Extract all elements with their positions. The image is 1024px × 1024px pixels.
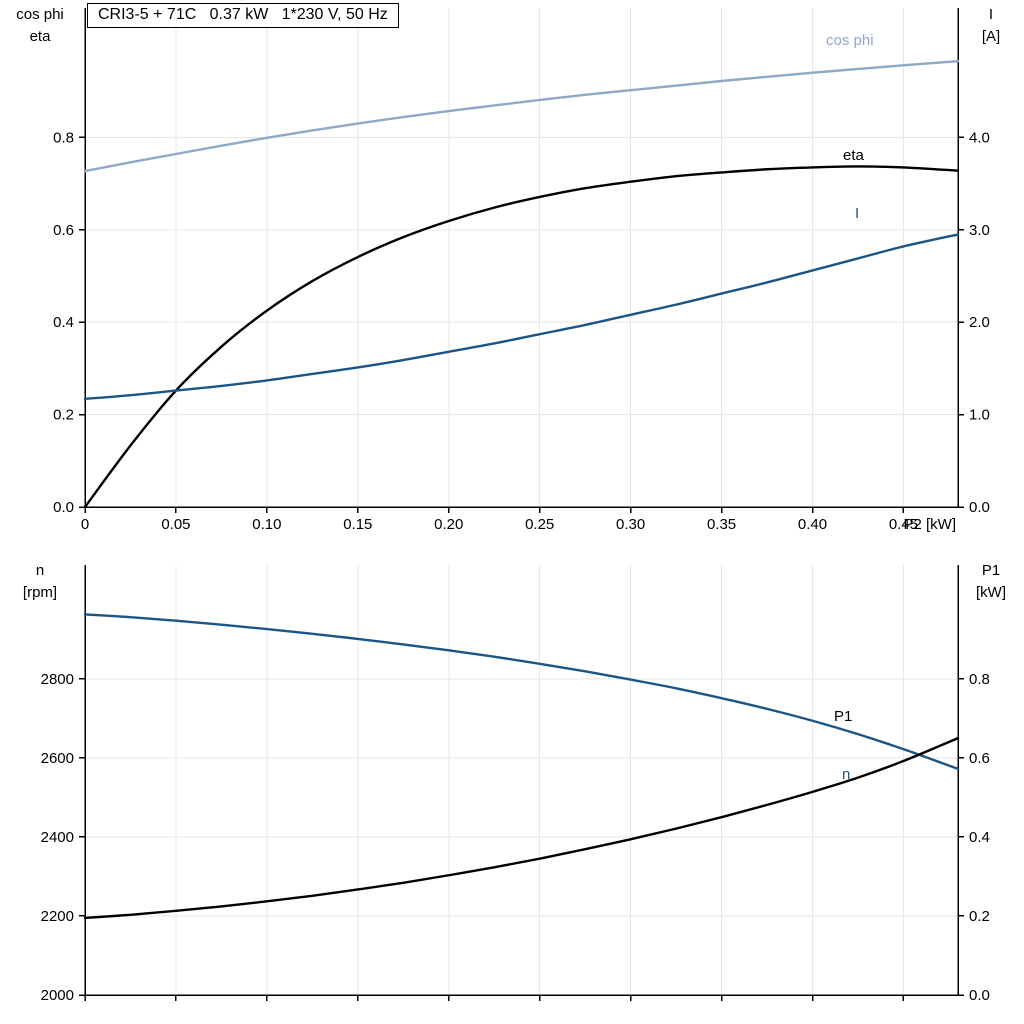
right-axis-tick-label: 0.4 [969,829,990,846]
right-axis-tick-label: 0.0 [969,987,990,1004]
tick-labels: 0 0.05 0.10 0.15 0.20 0.25 0.30 0.35 0.40 0.45 0.0… [53,129,990,533]
x-tick-label: 0.30 [616,516,645,533]
left-axis-tick-label: 0.8 [53,129,74,146]
left-axis-tick-label: 2400 [41,829,74,846]
x-tick-label: 0 [81,516,89,533]
top-chart-right-axis-title: I [A] [962,4,1020,48]
curve-i [83,233,960,401]
axes [79,8,964,513]
right-axis-tick-label: 4.0 [969,129,990,146]
curve-label-n: n [842,766,851,783]
left-axis-tick-label: 2200 [41,908,74,925]
left-axis-tick-label: 0.2 [53,407,74,424]
x-tick-label: 0.10 [252,516,281,533]
axis-title-speed: n [35,562,45,579]
curve-eta [83,165,960,509]
left-axis-tick-label: 2800 [41,671,74,688]
grid [85,8,958,507]
bottom-chart-right-axis-title: P1 [kW] [962,560,1020,604]
left-axis-tick-label: 0.6 [53,222,74,239]
right-axis-tick-label: 0.6 [969,750,990,767]
x-tick-label: 0.40 [798,516,827,533]
curve-label-p1: P1 [834,708,853,725]
axis-title-p1-unit: [kW] [976,584,1006,601]
x-tick-label: 0.35 [707,516,736,533]
axes [79,565,964,1001]
axis-title-current: I [988,6,994,23]
chart-title: CRI3-5 + 71C 0.37 kW 1*230 V, 50 Hz [87,3,399,28]
axis-title-current-unit: [A] [981,28,1001,45]
speed-power-chart: 2000 2200 2400 2600 2800 0.0 0.2 0.4 0.6 0.8 [41,565,990,1004]
right-axis-tick-label: 0.2 [969,908,990,925]
curve-p1 [83,736,960,920]
x-tick-label: 0.15 [343,516,372,533]
left-axis-tick-label: 0.4 [53,314,74,331]
motor-efficiency-current-chart: 0 0.05 0.10 0.15 0.20 0.25 0.30 0.35 0.40 0.45 0.0… [53,8,990,533]
right-axis-tick-label: 1.0 [969,407,990,424]
curve-cos-phi [83,59,960,173]
curve-n [83,613,960,771]
left-axis-tick-label: 0.0 [53,499,74,516]
x-tick-label: 0.25 [525,516,554,533]
axis-title-eta: eta [29,28,51,45]
top-chart-left-axis-title: cos phi eta [2,4,78,48]
curve-label-i: I [855,205,860,222]
curve-label-eta: eta [843,147,864,164]
x-tick-label: 0.45 [889,516,918,533]
x-tick-label: 0.05 [161,516,190,533]
left-axis-tick-label: 2600 [41,750,74,767]
x-axis-label: P2 [kW] [903,516,956,533]
x-tick-label: 0.20 [434,516,463,533]
axis-title-cos-phi: cos phi [16,6,64,23]
tick-labels: 2000 2200 2400 2600 2800 0.0 0.2 0.4 0.6 0.8 [41,671,990,1004]
right-axis-tick-label: 2.0 [969,314,990,331]
bottom-chart-left-axis-title: n [rpm] [2,560,78,604]
axis-title-speed-unit: [rpm] [22,584,58,601]
curve-label-cos-phi: cos phi [826,32,874,49]
right-axis-tick-label: 0.8 [969,671,990,688]
grid [85,565,958,995]
left-axis-tick-label: 2000 [41,987,74,1004]
axis-title-p1: P1 [981,562,1001,579]
right-axis-tick-label: 0.0 [969,499,990,516]
right-axis-tick-label: 3.0 [969,222,990,239]
